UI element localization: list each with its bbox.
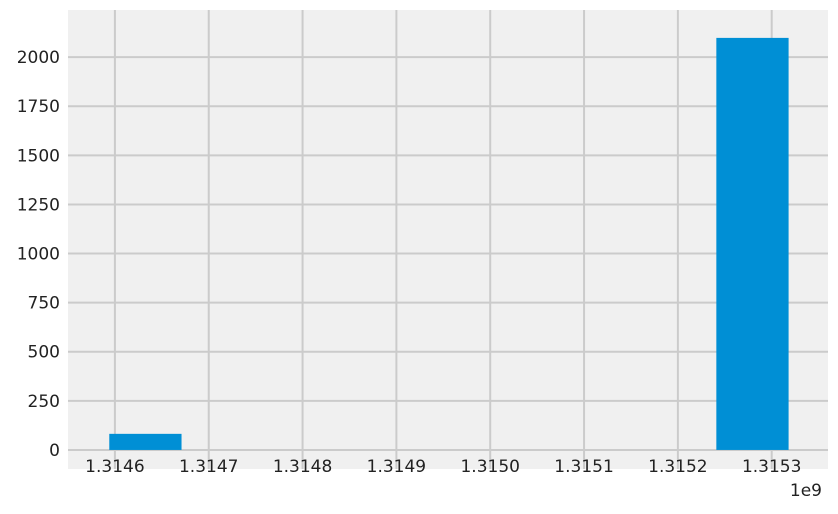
y-tick-labels: 0 250 500 750 1000 1250 1500 1750 2000 (17, 48, 60, 461)
x-tick-label: 1.3151 (554, 457, 613, 477)
y-tick-label: 1000 (17, 245, 60, 265)
y-tick-label: 0 (49, 441, 60, 461)
y-tick-label: 1750 (17, 97, 60, 117)
x-tick-labels: 1.3146 1.3147 1.3148 1.3149 1.3150 1.3151 1.31… (85, 457, 801, 477)
x-tick-label: 1.3152 (648, 457, 707, 477)
x-tick-label: 1.3148 (273, 457, 332, 477)
histogram-bar (109, 433, 182, 450)
x-offset-label: 1e9 (790, 481, 822, 501)
x-tick-label: 1.3149 (367, 457, 426, 477)
y-tick-label: 750 (28, 294, 60, 314)
bars (109, 37, 789, 450)
histogram-bar (716, 37, 789, 450)
y-tick-label: 2000 (17, 48, 60, 68)
plot-area (68, 10, 828, 469)
y-tick-label: 500 (28, 343, 60, 363)
x-tick-label: 1.3146 (85, 457, 144, 477)
y-tick-label: 1500 (17, 146, 60, 166)
x-gridlines (113, 10, 773, 469)
y-tick-label: 250 (28, 392, 60, 412)
y-tick-label: 1250 (17, 195, 60, 215)
x-tick-label: 1.3147 (179, 457, 238, 477)
x-tick-label: 1.3150 (460, 457, 519, 477)
x-tick-label: 1.3153 (742, 457, 801, 477)
y-gridlines (68, 56, 828, 451)
